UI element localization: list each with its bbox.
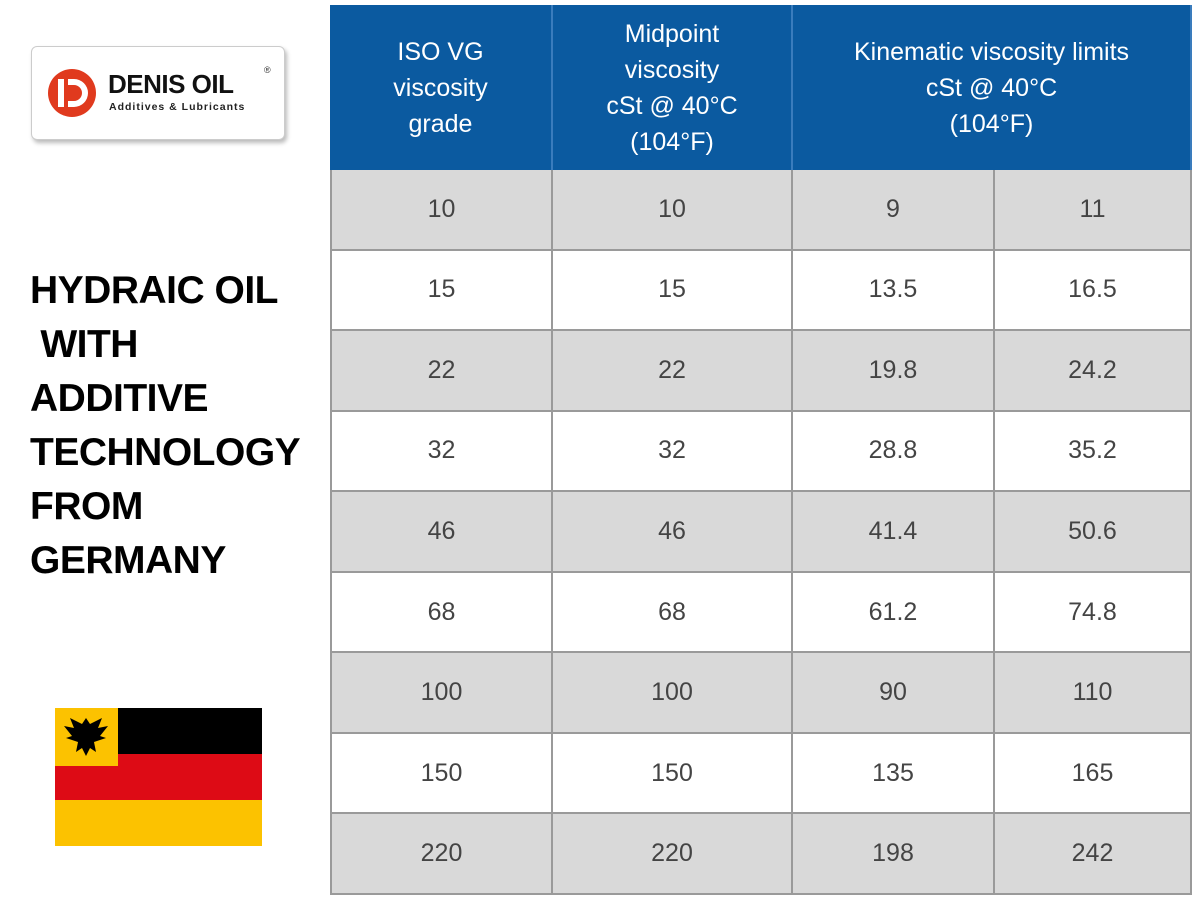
table-cell: 100	[553, 653, 793, 734]
table-cell: 150	[553, 733, 793, 815]
header-line: cSt @ 40°C	[606, 91, 738, 120]
header-line: (104°F)	[630, 127, 714, 156]
table-cell: 35.2	[995, 411, 1192, 493]
header-line: viscosity	[393, 73, 488, 102]
table-cell: 15	[553, 250, 793, 332]
viscosity-table: ISO VG viscosity grade Midpoint viscosity cSt…	[330, 5, 1192, 895]
logo: DENIS OIL ® Additives & Lubricants	[31, 46, 285, 140]
headline: HYDRAIC OIL WITH ADDITIVE TECHNOLOGY FROM GE…	[30, 264, 301, 588]
table-cell: 28.8	[793, 411, 995, 493]
table-cell: 41.4	[793, 492, 995, 573]
table-cell: 46	[330, 492, 553, 573]
header-line: viscosity	[624, 55, 720, 84]
headline-line: ADDITIVE	[30, 377, 209, 420]
header-cell: ISO VG viscosity grade	[330, 5, 553, 170]
table-cell: 242	[995, 814, 1192, 895]
table-cell: 10	[553, 170, 793, 251]
table-cell: 15	[330, 250, 553, 332]
table-cell: 74.8	[995, 572, 1192, 654]
table-cell: 68	[330, 572, 553, 654]
table-cell: 220	[553, 814, 793, 895]
headline-line: WITH	[30, 323, 138, 366]
table-cell: 50.6	[995, 492, 1192, 573]
table-cell: 220	[330, 814, 553, 895]
logo-tagline: Additives & Lubricants	[109, 101, 246, 113]
table-cell: 110	[995, 653, 1192, 734]
headline-line: HYDRAIC OIL	[30, 269, 279, 312]
table-cell: 11	[995, 170, 1192, 251]
table-cell: 135	[793, 733, 995, 815]
header-line: Midpoint	[624, 19, 720, 48]
table-cell: 19.8	[793, 331, 995, 412]
headline-line: GERMANY	[30, 539, 226, 582]
table-cell: 100	[330, 653, 553, 734]
table-cell: 32	[330, 411, 553, 493]
header-line: cSt @ 40°C	[925, 73, 1058, 102]
table-cell: 90	[793, 653, 995, 734]
table-cell: 16.5	[995, 250, 1192, 332]
logo-name: DENIS OIL	[108, 69, 234, 99]
header-line: Kinematic viscosity limits	[853, 37, 1130, 66]
table-cell: 9	[793, 170, 995, 251]
headline-line: TECHNOLOGY	[30, 431, 301, 474]
table-cell: 22	[330, 331, 553, 412]
headline-line: FROM	[30, 485, 143, 528]
header-cell: Kinematic viscosity limits cSt @ 40°C (104…	[793, 5, 1192, 170]
flag	[55, 708, 262, 846]
logo-icon	[48, 69, 96, 117]
header-line: (104°F)	[949, 109, 1034, 138]
table-cell: 198	[793, 814, 995, 895]
table-cell: 46	[553, 492, 793, 573]
header-line: ISO VG	[397, 37, 484, 66]
logo-registered: ®	[264, 65, 271, 75]
table-cell: 24.2	[995, 331, 1192, 412]
header-line: grade	[408, 109, 473, 138]
table-cell: 150	[330, 733, 553, 815]
table-cell: 165	[995, 733, 1192, 815]
table-cell: 22	[553, 331, 793, 412]
table-cell: 61.2	[793, 572, 995, 654]
header-cell: Midpoint viscosity cSt @ 40°C (104°F)	[553, 5, 793, 170]
table-cell: 13.5	[793, 250, 995, 332]
table-cell: 10	[330, 170, 553, 251]
table-cell: 68	[553, 572, 793, 654]
table-cell: 32	[553, 411, 793, 493]
